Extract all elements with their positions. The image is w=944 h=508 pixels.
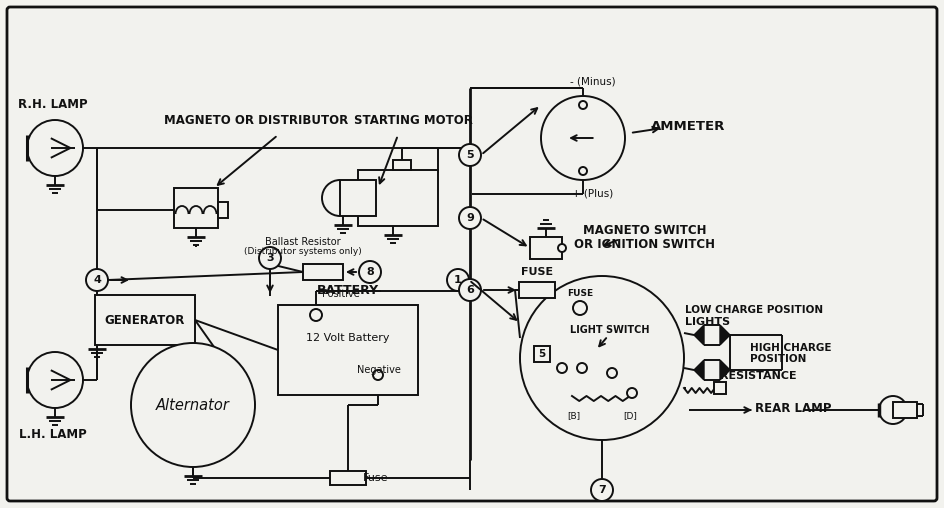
Text: FUSE: FUSE bbox=[567, 289, 593, 298]
Bar bbox=[893, 402, 917, 418]
Circle shape bbox=[627, 388, 637, 398]
Text: 8: 8 bbox=[366, 267, 374, 277]
Circle shape bbox=[373, 370, 383, 380]
Circle shape bbox=[459, 207, 481, 229]
Circle shape bbox=[86, 269, 108, 291]
Circle shape bbox=[459, 144, 481, 166]
Bar bbox=[218, 202, 228, 218]
Text: L.H. LAMP: L.H. LAMP bbox=[19, 429, 87, 441]
Circle shape bbox=[577, 363, 587, 373]
FancyBboxPatch shape bbox=[7, 7, 937, 501]
Text: 3: 3 bbox=[266, 253, 274, 263]
Text: 5: 5 bbox=[466, 150, 474, 160]
Circle shape bbox=[131, 343, 255, 467]
Polygon shape bbox=[720, 360, 730, 380]
Circle shape bbox=[259, 247, 281, 269]
Bar bbox=[278, 305, 418, 395]
Bar bbox=[340, 180, 376, 216]
Text: 5: 5 bbox=[538, 349, 546, 359]
Text: REAR LAMP: REAR LAMP bbox=[755, 401, 832, 415]
Text: Alternator: Alternator bbox=[156, 397, 230, 412]
Circle shape bbox=[573, 301, 587, 315]
Text: POSITION: POSITION bbox=[750, 354, 806, 364]
Circle shape bbox=[579, 167, 587, 175]
Circle shape bbox=[879, 396, 907, 424]
Text: [D]: [D] bbox=[623, 411, 637, 421]
Text: FUSE: FUSE bbox=[521, 267, 553, 277]
Bar bbox=[95, 295, 195, 345]
Circle shape bbox=[591, 479, 613, 501]
Circle shape bbox=[558, 244, 566, 252]
Text: Positive: Positive bbox=[322, 289, 360, 299]
Text: Ballast Resistor: Ballast Resistor bbox=[265, 237, 341, 247]
Bar bbox=[393, 160, 411, 170]
Text: AMMETER: AMMETER bbox=[650, 119, 725, 133]
Text: BATTERY: BATTERY bbox=[317, 284, 379, 298]
Text: HIGH CHARGE: HIGH CHARGE bbox=[750, 343, 832, 353]
Circle shape bbox=[27, 352, 83, 408]
Bar bbox=[303, 264, 343, 280]
Circle shape bbox=[579, 101, 587, 109]
Text: RESISTANCE: RESISTANCE bbox=[720, 371, 797, 381]
Text: LIGHT SWITCH: LIGHT SWITCH bbox=[570, 325, 649, 335]
Text: 12 Volt Battery: 12 Volt Battery bbox=[306, 333, 390, 343]
Circle shape bbox=[459, 279, 481, 301]
Text: OR IGNITION SWITCH: OR IGNITION SWITCH bbox=[575, 238, 716, 250]
Bar bbox=[330, 471, 366, 485]
Bar bbox=[519, 282, 555, 298]
Text: LIGHTS: LIGHTS bbox=[685, 317, 730, 327]
Circle shape bbox=[520, 276, 684, 440]
Text: - (Minus): - (Minus) bbox=[570, 77, 615, 87]
Text: LOW CHARGE POSITION: LOW CHARGE POSITION bbox=[685, 305, 823, 315]
Text: Fuse: Fuse bbox=[363, 473, 389, 483]
Text: R.H. LAMP: R.H. LAMP bbox=[18, 98, 88, 111]
Text: 6: 6 bbox=[466, 285, 474, 295]
Text: (Distributor systems only): (Distributor systems only) bbox=[244, 247, 362, 257]
Polygon shape bbox=[694, 325, 704, 345]
Bar bbox=[358, 170, 438, 226]
Text: STARTING MOTOR: STARTING MOTOR bbox=[354, 113, 472, 126]
Circle shape bbox=[359, 261, 381, 283]
Text: 9: 9 bbox=[466, 213, 474, 223]
Text: [B]: [B] bbox=[567, 411, 581, 421]
Text: MAGNETO SWITCH: MAGNETO SWITCH bbox=[583, 224, 707, 237]
Circle shape bbox=[447, 269, 469, 291]
Text: Negative: Negative bbox=[357, 365, 401, 375]
Text: 1: 1 bbox=[454, 275, 462, 285]
Circle shape bbox=[557, 363, 567, 373]
Circle shape bbox=[310, 309, 322, 321]
Bar bbox=[174, 188, 218, 228]
Text: 4: 4 bbox=[93, 275, 101, 285]
Bar bbox=[530, 237, 562, 259]
Circle shape bbox=[27, 120, 83, 176]
Circle shape bbox=[541, 96, 625, 180]
Text: GENERATOR: GENERATOR bbox=[105, 313, 185, 327]
Circle shape bbox=[607, 368, 617, 378]
Text: MAGNETO OR DISTRIBUTOR: MAGNETO OR DISTRIBUTOR bbox=[164, 113, 348, 126]
Polygon shape bbox=[720, 325, 730, 345]
Bar bbox=[714, 382, 726, 394]
Text: 7: 7 bbox=[598, 485, 606, 495]
Polygon shape bbox=[694, 360, 704, 380]
Bar bbox=[534, 346, 550, 362]
Text: + (Plus): + (Plus) bbox=[572, 188, 614, 198]
